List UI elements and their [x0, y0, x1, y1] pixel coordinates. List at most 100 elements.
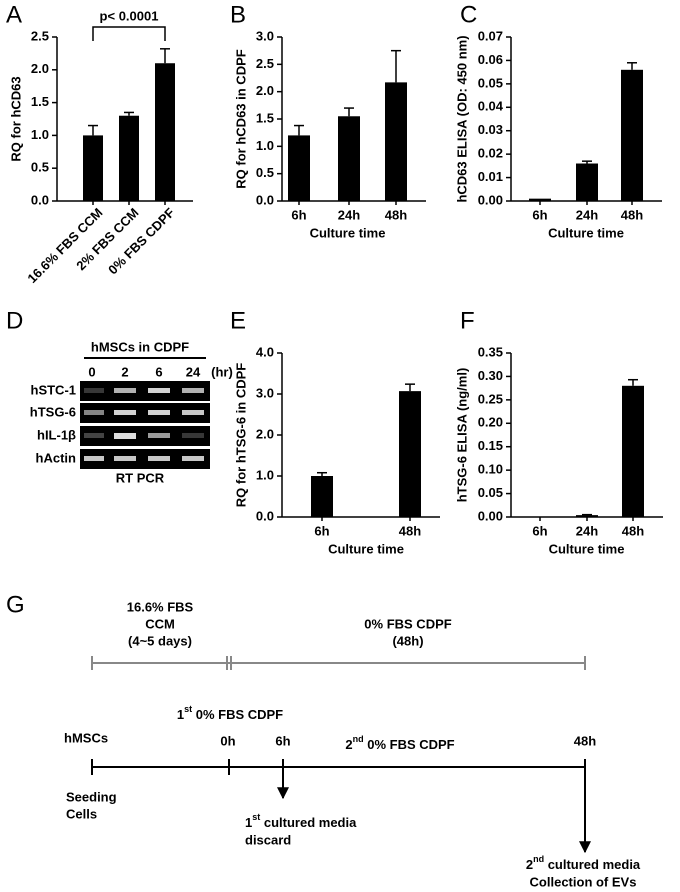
- x-tick-label: 48h: [399, 523, 421, 538]
- y-tick-label: 2.0: [256, 426, 274, 441]
- y-tick-label: 0.05: [478, 75, 503, 90]
- y-tick-label: 0.25: [478, 391, 503, 406]
- y-tick-label: 0.00: [478, 508, 503, 523]
- step-label: 0% FBS CDPF: [364, 737, 455, 752]
- ordinal-sup: st: [184, 704, 192, 714]
- phase-text: (4~5 days): [128, 633, 192, 648]
- bar: [621, 69, 643, 201]
- y-tick-label: 3.0: [256, 28, 274, 43]
- timeline: 16.6% FBS CCM (4~5 days) 0% FBS CDPF (48…: [64, 599, 641, 889]
- phase-text: 16.6% FBS: [127, 599, 194, 614]
- ordinal-sup: nd: [533, 854, 544, 864]
- panel-label: D: [6, 307, 23, 334]
- discard-text: 1st cultured media: [245, 812, 357, 830]
- x-tick-label: 24h: [576, 207, 598, 222]
- lane-label: 2: [121, 364, 128, 379]
- collection-text: 2nd cultured media: [526, 854, 641, 872]
- bar: [311, 476, 333, 517]
- gel: hMSCs in CDPF 0 2 6 24 (hr) hSTC-1 hTSG-…: [30, 339, 233, 485]
- y-tick-label: 0.01: [478, 169, 503, 184]
- discard-text: discard: [245, 832, 291, 847]
- y-tick-label: 0.0: [256, 192, 274, 207]
- y-tick-label: 0.0: [256, 508, 274, 523]
- x-tick-label: 48h: [622, 523, 644, 538]
- phase-text: 0% FBS CDPF: [364, 616, 451, 631]
- annotation: p< 0.0001: [100, 8, 159, 23]
- y-axis-title: RQ for hCD63: [8, 76, 23, 161]
- x-tick-label: 6h: [532, 523, 547, 538]
- y-tick-label: 1.5: [31, 94, 49, 109]
- gel-row-label: hTSG-6: [30, 404, 76, 419]
- y-tick-label: 1.0: [256, 467, 274, 482]
- y-tick-label: 0.5: [256, 165, 274, 180]
- gel-row-label: hIL-1β: [37, 427, 76, 442]
- collection-text: Collection of EVs: [530, 874, 637, 889]
- cells-label: hMSCs: [64, 730, 108, 745]
- seeding-text: Seeding: [66, 789, 117, 804]
- y-tick-label: 1.5: [256, 110, 274, 125]
- y-tick-label: 0.04: [478, 99, 504, 114]
- y-tick-label: 1.0: [256, 138, 274, 153]
- y-tick-label: 0.0: [31, 192, 49, 207]
- y-axis-title: hCD63 ELISA (OD: 450 nm): [454, 35, 469, 202]
- ordinal: 2: [526, 857, 533, 872]
- y-tick-label: 0.30: [478, 368, 503, 383]
- step-text: 2nd 0% FBS CDPF: [345, 734, 454, 752]
- y-tick-label: 0.03: [478, 122, 503, 137]
- y-tick-label: 0.02: [478, 146, 503, 161]
- gel-row-label: hActin: [36, 450, 77, 465]
- bar: [529, 198, 551, 201]
- y-tick-label: 3.0: [256, 385, 274, 400]
- bar: [622, 385, 644, 517]
- seeding-text: Cells: [66, 806, 97, 821]
- time-label: 6h: [275, 733, 290, 748]
- y-tick-label: 0.15: [478, 438, 503, 453]
- y-tick-label: 0.10: [478, 462, 503, 477]
- y-tick-label: 0.05: [478, 485, 503, 500]
- y-tick-label: 1.0: [31, 127, 49, 142]
- x-tick-label: 6h: [314, 523, 329, 538]
- y-tick-label: 0.07: [478, 28, 503, 43]
- bar: [83, 135, 103, 201]
- time-label: 0h: [220, 733, 235, 748]
- x-tick-label: 48h: [385, 207, 407, 222]
- bar: [576, 515, 598, 517]
- panel-label: G: [6, 591, 25, 618]
- x-tick-label: 6h: [532, 207, 547, 222]
- ordinal-sup: nd: [353, 734, 364, 744]
- y-tick-label: 4.0: [256, 344, 274, 359]
- bar: [399, 391, 421, 517]
- phase-text: (48h): [392, 633, 423, 648]
- step-text: 1st 0% FBS CDPF: [177, 704, 283, 722]
- y-tick-label: 0.00: [478, 192, 503, 207]
- y-axis-title: hTSG-6 ELISA (ng/ml): [454, 368, 469, 503]
- y-tick-label: 0.35: [478, 344, 503, 359]
- x-tick-label: 0% FBS CDPF: [105, 205, 177, 277]
- bar: [288, 135, 310, 201]
- ordinal: 2: [345, 737, 352, 752]
- x-tick-label: 24h: [338, 207, 360, 222]
- discard-label: cultured media: [260, 815, 357, 830]
- panel-label: E: [230, 307, 246, 334]
- x-axis-title: Culture time: [548, 225, 624, 240]
- gel-header: hMSCs in CDPF: [91, 339, 189, 354]
- x-axis-title: Culture time: [549, 541, 625, 556]
- step-label: 0% FBS CDPF: [192, 707, 283, 722]
- x-tick-label: 6h: [291, 207, 306, 222]
- gel-row-label: hSTC-1: [31, 382, 77, 397]
- y-tick-label: 2.5: [256, 56, 274, 71]
- x-axis-title: Culture time: [328, 541, 404, 556]
- y-axis-title: RQ for hTSG-6 in CDPF: [233, 363, 248, 508]
- bar: [119, 115, 139, 201]
- collection-label: cultured media: [544, 857, 641, 872]
- x-tick-label: 24h: [576, 523, 598, 538]
- time-label: 48h: [574, 733, 596, 748]
- lane-unit: (hr): [211, 364, 233, 379]
- bar: [155, 63, 175, 201]
- ordinal-sup: st: [252, 812, 260, 822]
- gel-footer: RT PCR: [116, 470, 165, 485]
- ordinal: 1: [177, 707, 184, 722]
- panel-label: F: [460, 307, 475, 334]
- y-axis-title: RQ for hCD63 in CDPF: [233, 49, 248, 188]
